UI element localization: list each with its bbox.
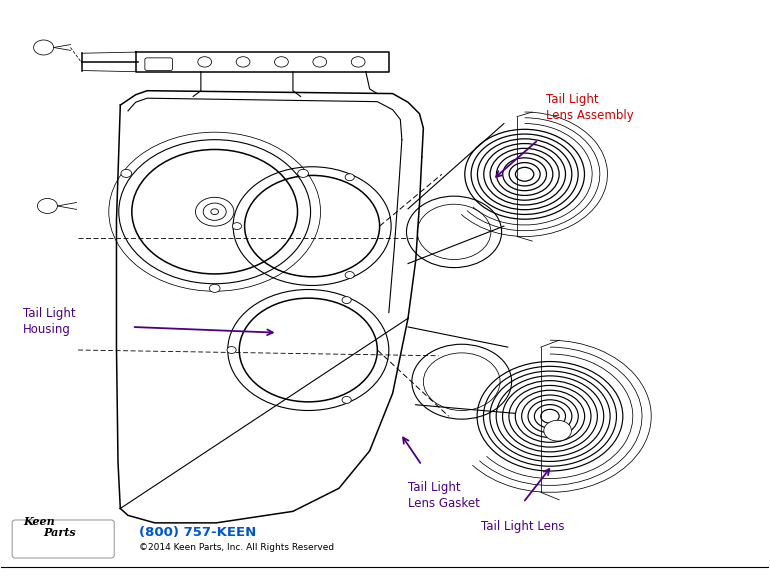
Circle shape [275,57,288,67]
Circle shape [209,284,220,292]
Text: Tail Light
Lens Assembly: Tail Light Lens Assembly [546,93,634,122]
Circle shape [345,174,354,181]
Circle shape [38,199,58,214]
Circle shape [227,347,236,353]
Circle shape [233,223,242,229]
Circle shape [34,40,54,55]
Circle shape [351,57,365,67]
Text: Tail Light
Lens Gasket: Tail Light Lens Gasket [408,481,480,510]
Circle shape [121,170,132,177]
Circle shape [342,296,351,303]
Circle shape [345,272,354,278]
Circle shape [544,420,571,441]
Text: Tail Light
Housing: Tail Light Housing [23,307,75,336]
Text: (800) 757-KEEN: (800) 757-KEEN [139,526,256,539]
Circle shape [198,57,212,67]
Circle shape [342,397,351,404]
Text: ©2014 Keen Parts, Inc. All Rights Reserved: ©2014 Keen Parts, Inc. All Rights Reserv… [139,543,335,552]
Circle shape [313,57,326,67]
Circle shape [236,57,250,67]
Text: Tail Light Lens: Tail Light Lens [481,520,564,533]
Text: Keen: Keen [23,515,55,526]
Text: Parts: Parts [44,527,76,538]
Circle shape [298,170,309,177]
